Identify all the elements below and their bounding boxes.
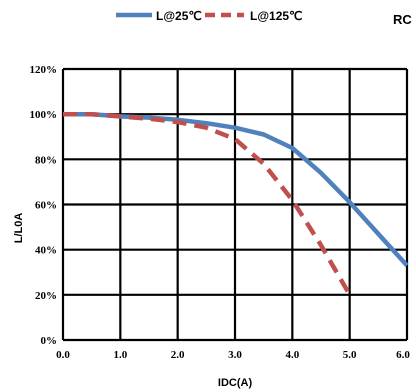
series-line-2 (63, 111, 352, 296)
x-tick-label: 0.0 (56, 349, 70, 361)
y-tick-label: 0% (41, 335, 58, 347)
legend-label-1: L@25℃ (156, 9, 202, 23)
grid (61, 67, 409, 342)
y-tick-label: 80% (35, 154, 57, 166)
x-tick-label: 5.0 (343, 349, 357, 361)
x-tick-label: 4.0 (285, 349, 299, 361)
x-tick-label: 3.0 (228, 349, 242, 361)
corner-label: RC (393, 12, 412, 27)
y-tick-label: 60% (35, 200, 57, 212)
x-tick-label: 1.0 (113, 349, 127, 361)
x-axis-label: IDC(A) (218, 377, 253, 389)
legend: L@25℃ L@125℃ (116, 9, 303, 23)
y-tick-label: 100% (30, 109, 58, 121)
y-axis-label: L/L0A (13, 213, 25, 244)
y-tick-label: 20% (35, 290, 57, 302)
series-group (63, 111, 409, 296)
tick-labels: 0.0 1.0 2.0 3.0 4.0 5.0 6.0 0% 20% 40% 60% 80% 100% 1… (30, 64, 411, 361)
x-tick-label: 2.0 (171, 349, 185, 361)
x-tick-label: 6.0 (396, 349, 410, 361)
y-tick-label: 120% (30, 64, 58, 76)
legend-label-2: L@125℃ (250, 9, 303, 23)
y-tick-label: 40% (35, 245, 57, 257)
